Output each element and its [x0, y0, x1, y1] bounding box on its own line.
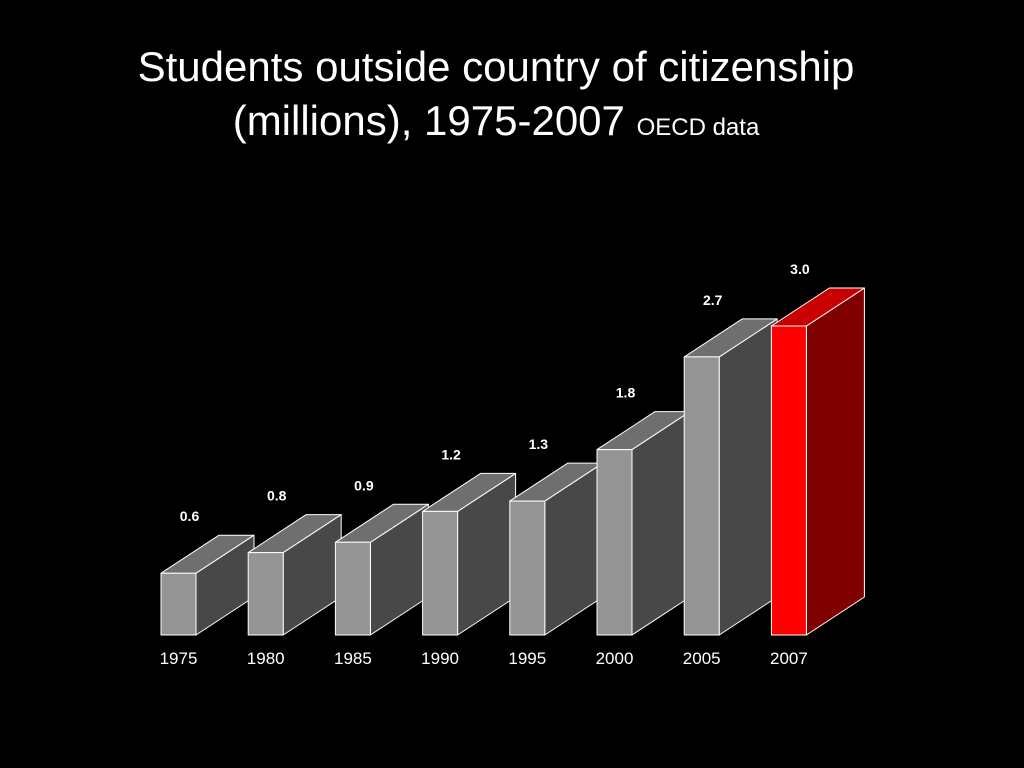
- x-tick-label-1975: 1975: [160, 649, 198, 668]
- bar-1990: [422, 472, 517, 636]
- data-label-2007: 3.0: [790, 261, 810, 277]
- bar-1975: [160, 534, 255, 636]
- category-labels-group: 1975 1980 1985 1990 1995 2000 2005 2007: [160, 649, 808, 668]
- bar-2005: [683, 318, 778, 636]
- x-tick-label-2005: 2005: [683, 649, 721, 668]
- data-label-1980: 0.8: [267, 488, 287, 504]
- bar-front-1995: [509, 500, 546, 636]
- bar-front-1975: [160, 572, 197, 636]
- bar-front-1985: [334, 541, 371, 636]
- title-line-2-text: (millions), 1975-2007: [232, 97, 625, 144]
- bar-side-2005: [718, 318, 778, 636]
- data-label-2000: 1.8: [616, 385, 636, 401]
- chart-title: Students outside country of citizenship …: [0, 40, 992, 155]
- value-labels-group: 0.6 0.8 0.9 1.2 1.3 1.8 2.7 3.0: [180, 261, 810, 524]
- data-label-1990: 1.2: [441, 446, 461, 462]
- x-tick-label-1980: 1980: [247, 649, 285, 668]
- bar-front-1990: [422, 510, 459, 636]
- x-tick-label-1995: 1995: [508, 649, 546, 668]
- x-tick-label-1985: 1985: [334, 649, 372, 668]
- title-line-1: Students outside country of citizenship: [137, 43, 855, 90]
- bar-2000: [596, 411, 691, 636]
- data-label-2005: 2.7: [703, 292, 723, 308]
- bar-1980: [247, 514, 342, 636]
- title-line-2: (millions), 1975-2007 OECD data: [0, 94, 992, 155]
- bar-front-1980: [247, 552, 284, 636]
- bar-1995: [509, 462, 604, 636]
- bar-1985: [334, 503, 429, 636]
- data-label-1975: 0.6: [180, 508, 200, 524]
- x-tick-label-2000: 2000: [596, 649, 634, 668]
- chart-subtitle: OECD data: [636, 114, 760, 141]
- x-tick-label-1990: 1990: [421, 649, 459, 668]
- bars-group: [160, 287, 865, 636]
- bar-front-2007: [770, 325, 807, 636]
- data-label-1985: 0.9: [354, 477, 374, 493]
- x-tick-label-2007: 2007: [770, 649, 808, 668]
- bar-2007: [770, 287, 865, 636]
- bar-front-2005: [683, 356, 720, 636]
- bar-front-2000: [596, 449, 633, 636]
- data-label-1995: 1.3: [529, 436, 549, 452]
- bar-side-2007: [805, 287, 865, 636]
- bar-side-2000: [631, 411, 691, 636]
